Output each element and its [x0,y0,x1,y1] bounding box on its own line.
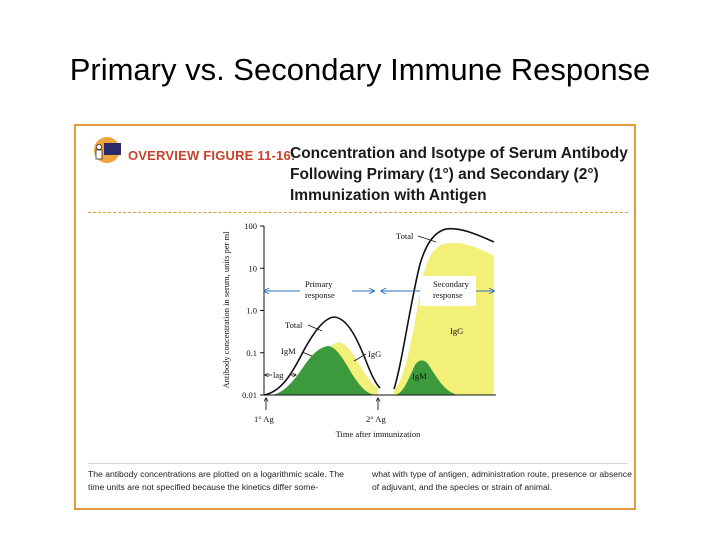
igg-primary-label: IgG [368,349,381,359]
igg-secondary-label: IgG [450,326,463,336]
primary-igm-area [271,346,376,395]
secondary-response-label-2: response [433,290,463,300]
total-primary-label: Total [285,320,303,330]
igm-primary-label: IgM [281,346,296,356]
primary-total-curve [263,316,381,396]
total-secondary-leader [417,235,437,243]
secondary-response-label: Secondary [433,279,470,289]
secondary-total-curve [393,227,495,390]
caption-divider [88,463,628,464]
figure-title: Concentration and Isotype of Serum Antib… [290,145,628,204]
secondary-igm-area [396,360,458,395]
caption-left: The antibody concentrations are plotted … [88,469,344,492]
primary-response-label-2: response [305,290,335,300]
scientist-at-board-icon [94,137,121,163]
y-axis-label: Antibody concentration in serum, units p… [221,231,231,389]
y-tick-label: 10 [249,263,258,273]
primary-response-label: Primary [305,279,333,289]
x-axis-label: Time after immunization [336,429,421,439]
slide-title: Primary vs. Secondary Immune Response [69,52,651,87]
divider [88,212,628,213]
figure-label: OVERVIEW FIGURE 11-16: [128,148,296,163]
total-secondary-label: Total [396,231,414,241]
igg-primary-leader [353,353,367,362]
figure-panel: OVERVIEW FIGURE 11-16: Concentration and… [74,124,636,510]
igm-secondary-label: IgM [412,371,427,381]
lag-label: lag [273,370,284,380]
y-tick-label: 1.0 [246,306,257,316]
y-tick-label: 100 [244,221,257,231]
total-primary-leader [307,324,323,332]
y-tick-label: 0.1 [246,348,257,358]
ag1-label: 1° Ag [254,414,274,424]
ag2-label: 2° Ag [366,414,386,424]
caption-right: what with type of antigen, administratio… [372,469,632,492]
y-tick-label: 0.01 [242,390,257,400]
igm-primary-leader [301,351,313,357]
antibody-response-chart: 100 10 1.0 0.1 0.01 Antibody concentration i… [221,221,496,439]
